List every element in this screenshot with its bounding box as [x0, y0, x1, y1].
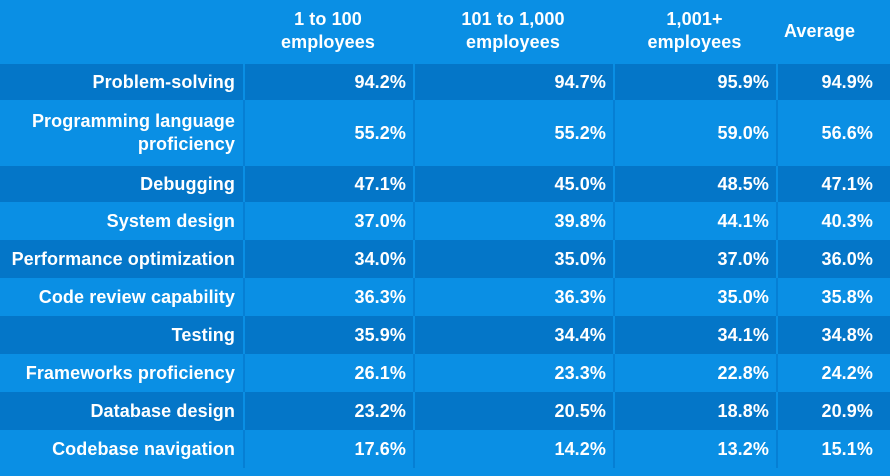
table-row: Debugging 47.1% 45.0% 48.5% 47.1% — [0, 166, 890, 202]
row-label: Codebase navigation — [0, 430, 243, 468]
header-corner-cell — [0, 0, 243, 62]
table-row: Codebase navigation 17.6% 14.2% 13.2% 15.1% — [0, 430, 890, 468]
value-cell: 23.2% — [243, 392, 413, 430]
value-cell: 56.6% — [776, 100, 890, 166]
column-header-line: 1,001+ — [666, 9, 723, 29]
value-cell: 94.7% — [413, 64, 613, 100]
column-header-1: 1 to 100 employees — [243, 0, 413, 62]
column-header-line: 101 to 1,000 — [461, 9, 565, 29]
value-cell: 55.2% — [243, 100, 413, 166]
value-cell: 13.2% — [613, 430, 776, 468]
value-cell: 55.2% — [413, 100, 613, 166]
row-label: Frameworks proficiency — [0, 354, 243, 392]
value-cell: 34.8% — [776, 316, 890, 354]
value-cell: 22.8% — [613, 354, 776, 392]
value-cell: 94.9% — [776, 64, 890, 100]
table-row: Problem-solving 94.2% 94.7% 95.9% 94.9% — [0, 64, 890, 100]
value-cell: 34.1% — [613, 316, 776, 354]
value-cell: 34.4% — [413, 316, 613, 354]
value-cell: 17.6% — [243, 430, 413, 468]
value-cell: 24.2% — [776, 354, 890, 392]
table-row: Database design 23.2% 20.5% 18.8% 20.9% — [0, 392, 890, 430]
value-cell: 45.0% — [413, 166, 613, 202]
column-header-line: employees — [466, 32, 560, 52]
value-cell: 36.3% — [413, 278, 613, 316]
value-cell: 35.9% — [243, 316, 413, 354]
row-label: System design — [0, 202, 243, 240]
row-label-line: Programming language — [31, 111, 235, 131]
row-label: Code review capability — [0, 278, 243, 316]
value-cell: 15.1% — [776, 430, 890, 468]
value-cell: 37.0% — [613, 240, 776, 278]
value-cell: 20.9% — [776, 392, 890, 430]
value-cell: 36.0% — [776, 240, 890, 278]
column-header-3: 1,001+ employees — [613, 0, 776, 62]
column-header-line: employees — [281, 32, 375, 52]
value-cell: 20.5% — [413, 392, 613, 430]
table-row: Frameworks proficiency 26.1% 23.3% 22.8% 24.… — [0, 354, 890, 392]
row-label-line: Problem-solving — [92, 71, 235, 92]
row-label-line: proficiency — [137, 134, 235, 154]
column-header-line: 1 to 100 — [294, 9, 362, 29]
value-cell: 36.3% — [243, 278, 413, 316]
row-label-line: Code review capability — [38, 286, 235, 307]
value-cell: 40.3% — [776, 202, 890, 240]
row-label-line: Frameworks proficiency — [25, 362, 235, 383]
row-label: Testing — [0, 316, 243, 354]
row-label: Problem-solving — [0, 64, 243, 100]
value-cell: 39.8% — [413, 202, 613, 240]
value-cell: 14.2% — [413, 430, 613, 468]
value-cell: 94.2% — [243, 64, 413, 100]
row-label-line: Database design — [90, 400, 235, 421]
value-cell: 37.0% — [243, 202, 413, 240]
value-cell: 35.8% — [776, 278, 890, 316]
value-cell: 59.0% — [613, 100, 776, 166]
row-label-line: Testing — [171, 324, 235, 345]
table-row: Testing 35.9% 34.4% 34.1% 34.8% — [0, 316, 890, 354]
value-cell: 48.5% — [613, 166, 776, 202]
table-header-row: 1 to 100 employees 101 to 1,000 employees 1,… — [0, 0, 890, 62]
column-header-2: 101 to 1,000 employees — [413, 0, 613, 62]
value-cell: 34.0% — [243, 240, 413, 278]
table-row: Performance optimization 34.0% 35.0% 37.0% 3… — [0, 240, 890, 278]
row-label-line: System design — [106, 210, 235, 231]
table-row: System design 37.0% 39.8% 44.1% 40.3% — [0, 202, 890, 240]
value-cell: 26.1% — [243, 354, 413, 392]
value-cell: 95.9% — [613, 64, 776, 100]
row-label: Performance optimization — [0, 240, 243, 278]
row-label: Programming language proficiency — [0, 100, 243, 166]
value-cell: 35.0% — [613, 278, 776, 316]
row-label: Database design — [0, 392, 243, 430]
value-cell: 47.1% — [243, 166, 413, 202]
value-cell: 47.1% — [776, 166, 890, 202]
row-label-line: Performance optimization — [11, 248, 235, 269]
row-label-line: Debugging — [140, 173, 235, 194]
table-row: Code review capability 36.3% 36.3% 35.0% 35.… — [0, 278, 890, 316]
column-header-4: Average — [776, 0, 890, 62]
row-label: Debugging — [0, 166, 243, 202]
value-cell: 18.8% — [613, 392, 776, 430]
column-header-line: Average — [784, 20, 856, 41]
value-cell: 35.0% — [413, 240, 613, 278]
table-row: Programming language proficiency 55.2% 55.2… — [0, 100, 890, 166]
column-header-line: employees — [647, 32, 742, 52]
row-label-line: Codebase navigation — [52, 438, 235, 459]
value-cell: 44.1% — [613, 202, 776, 240]
value-cell: 23.3% — [413, 354, 613, 392]
